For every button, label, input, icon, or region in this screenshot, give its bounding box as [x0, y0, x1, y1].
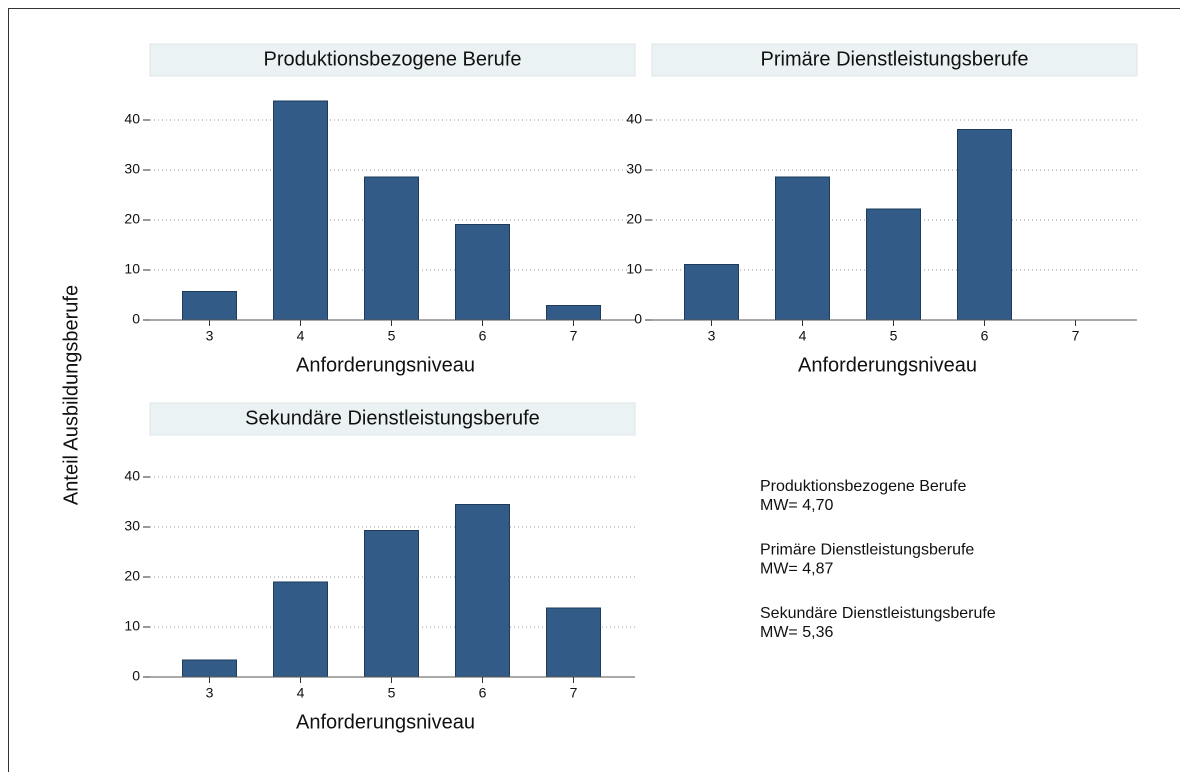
x-tick-label: 4: [297, 685, 305, 701]
panel-title-strip: [651, 43, 1138, 77]
bar: [182, 291, 237, 321]
x-tick-label: 7: [570, 685, 578, 701]
x-axis-label: Anforderungsniveau: [296, 711, 475, 733]
y-tick-label: 20: [124, 568, 140, 584]
y-tick-label: 30: [124, 161, 140, 177]
y-tick-label: 30: [124, 518, 140, 534]
note-group: Produktionsbezogene Berufe: [760, 478, 966, 495]
y-tick-label: 0: [132, 311, 140, 327]
note-mean: MW= 5,36: [760, 624, 833, 641]
y-tick-label: 0: [132, 668, 140, 684]
y-tick-label: 10: [124, 618, 140, 634]
x-tick-label: 4: [799, 328, 807, 344]
note-group: Sekundäre Dienstleistungsberufe: [760, 605, 996, 622]
y-tick-label: 40: [124, 468, 140, 484]
bar: [546, 305, 601, 321]
x-tick-label: 7: [1072, 328, 1080, 344]
panel-title: Produktionsbezogene Berufe: [264, 48, 522, 70]
x-tick-label: 3: [708, 328, 716, 344]
bar: [364, 530, 419, 678]
x-tick-label: 6: [479, 685, 487, 701]
y-axis-label: Anteil Ausbildungsberufe: [60, 285, 82, 505]
x-tick-label: 5: [890, 328, 898, 344]
bar: [364, 176, 419, 321]
x-tick-label: 5: [388, 685, 396, 701]
y-tick-label: 20: [626, 211, 642, 227]
x-tick-label: 3: [206, 328, 214, 344]
bar: [455, 224, 510, 321]
bar: [455, 504, 510, 678]
bar: [866, 208, 921, 321]
bar: [957, 129, 1012, 321]
y-tick-label: 40: [626, 111, 642, 127]
x-axis-label: Anforderungsniveau: [296, 354, 475, 376]
x-tick-label: 6: [981, 328, 989, 344]
note-group: Primäre Dienstleistungsberufe: [760, 542, 974, 559]
bar: [684, 264, 739, 321]
note-mean: MW= 4,87: [760, 561, 833, 578]
bar: [775, 176, 830, 321]
bar: [182, 659, 237, 678]
x-axis-label: Anforderungsniveau: [798, 354, 977, 376]
bar: [273, 100, 328, 321]
x-tick-label: 3: [206, 685, 214, 701]
x-tick-label: 5: [388, 328, 396, 344]
panel-title-strip: [149, 402, 636, 436]
y-tick-label: 0: [634, 311, 642, 327]
panel-title-strip: [149, 43, 636, 77]
y-tick-label: 40: [124, 111, 140, 127]
panel-title: Primäre Dienstleistungsberufe: [761, 48, 1029, 70]
x-tick-label: 6: [479, 328, 487, 344]
panel-title: Sekundäre Dienstleistungsberufe: [245, 407, 540, 429]
x-tick-label: 7: [570, 328, 578, 344]
note-mean: MW= 4,70: [760, 497, 833, 514]
y-tick-label: 10: [626, 261, 642, 277]
x-tick-label: 4: [297, 328, 305, 344]
bar: [273, 581, 328, 678]
y-tick-label: 20: [124, 211, 140, 227]
bar: [546, 607, 601, 678]
y-tick-label: 30: [626, 161, 642, 177]
y-tick-label: 10: [124, 261, 140, 277]
